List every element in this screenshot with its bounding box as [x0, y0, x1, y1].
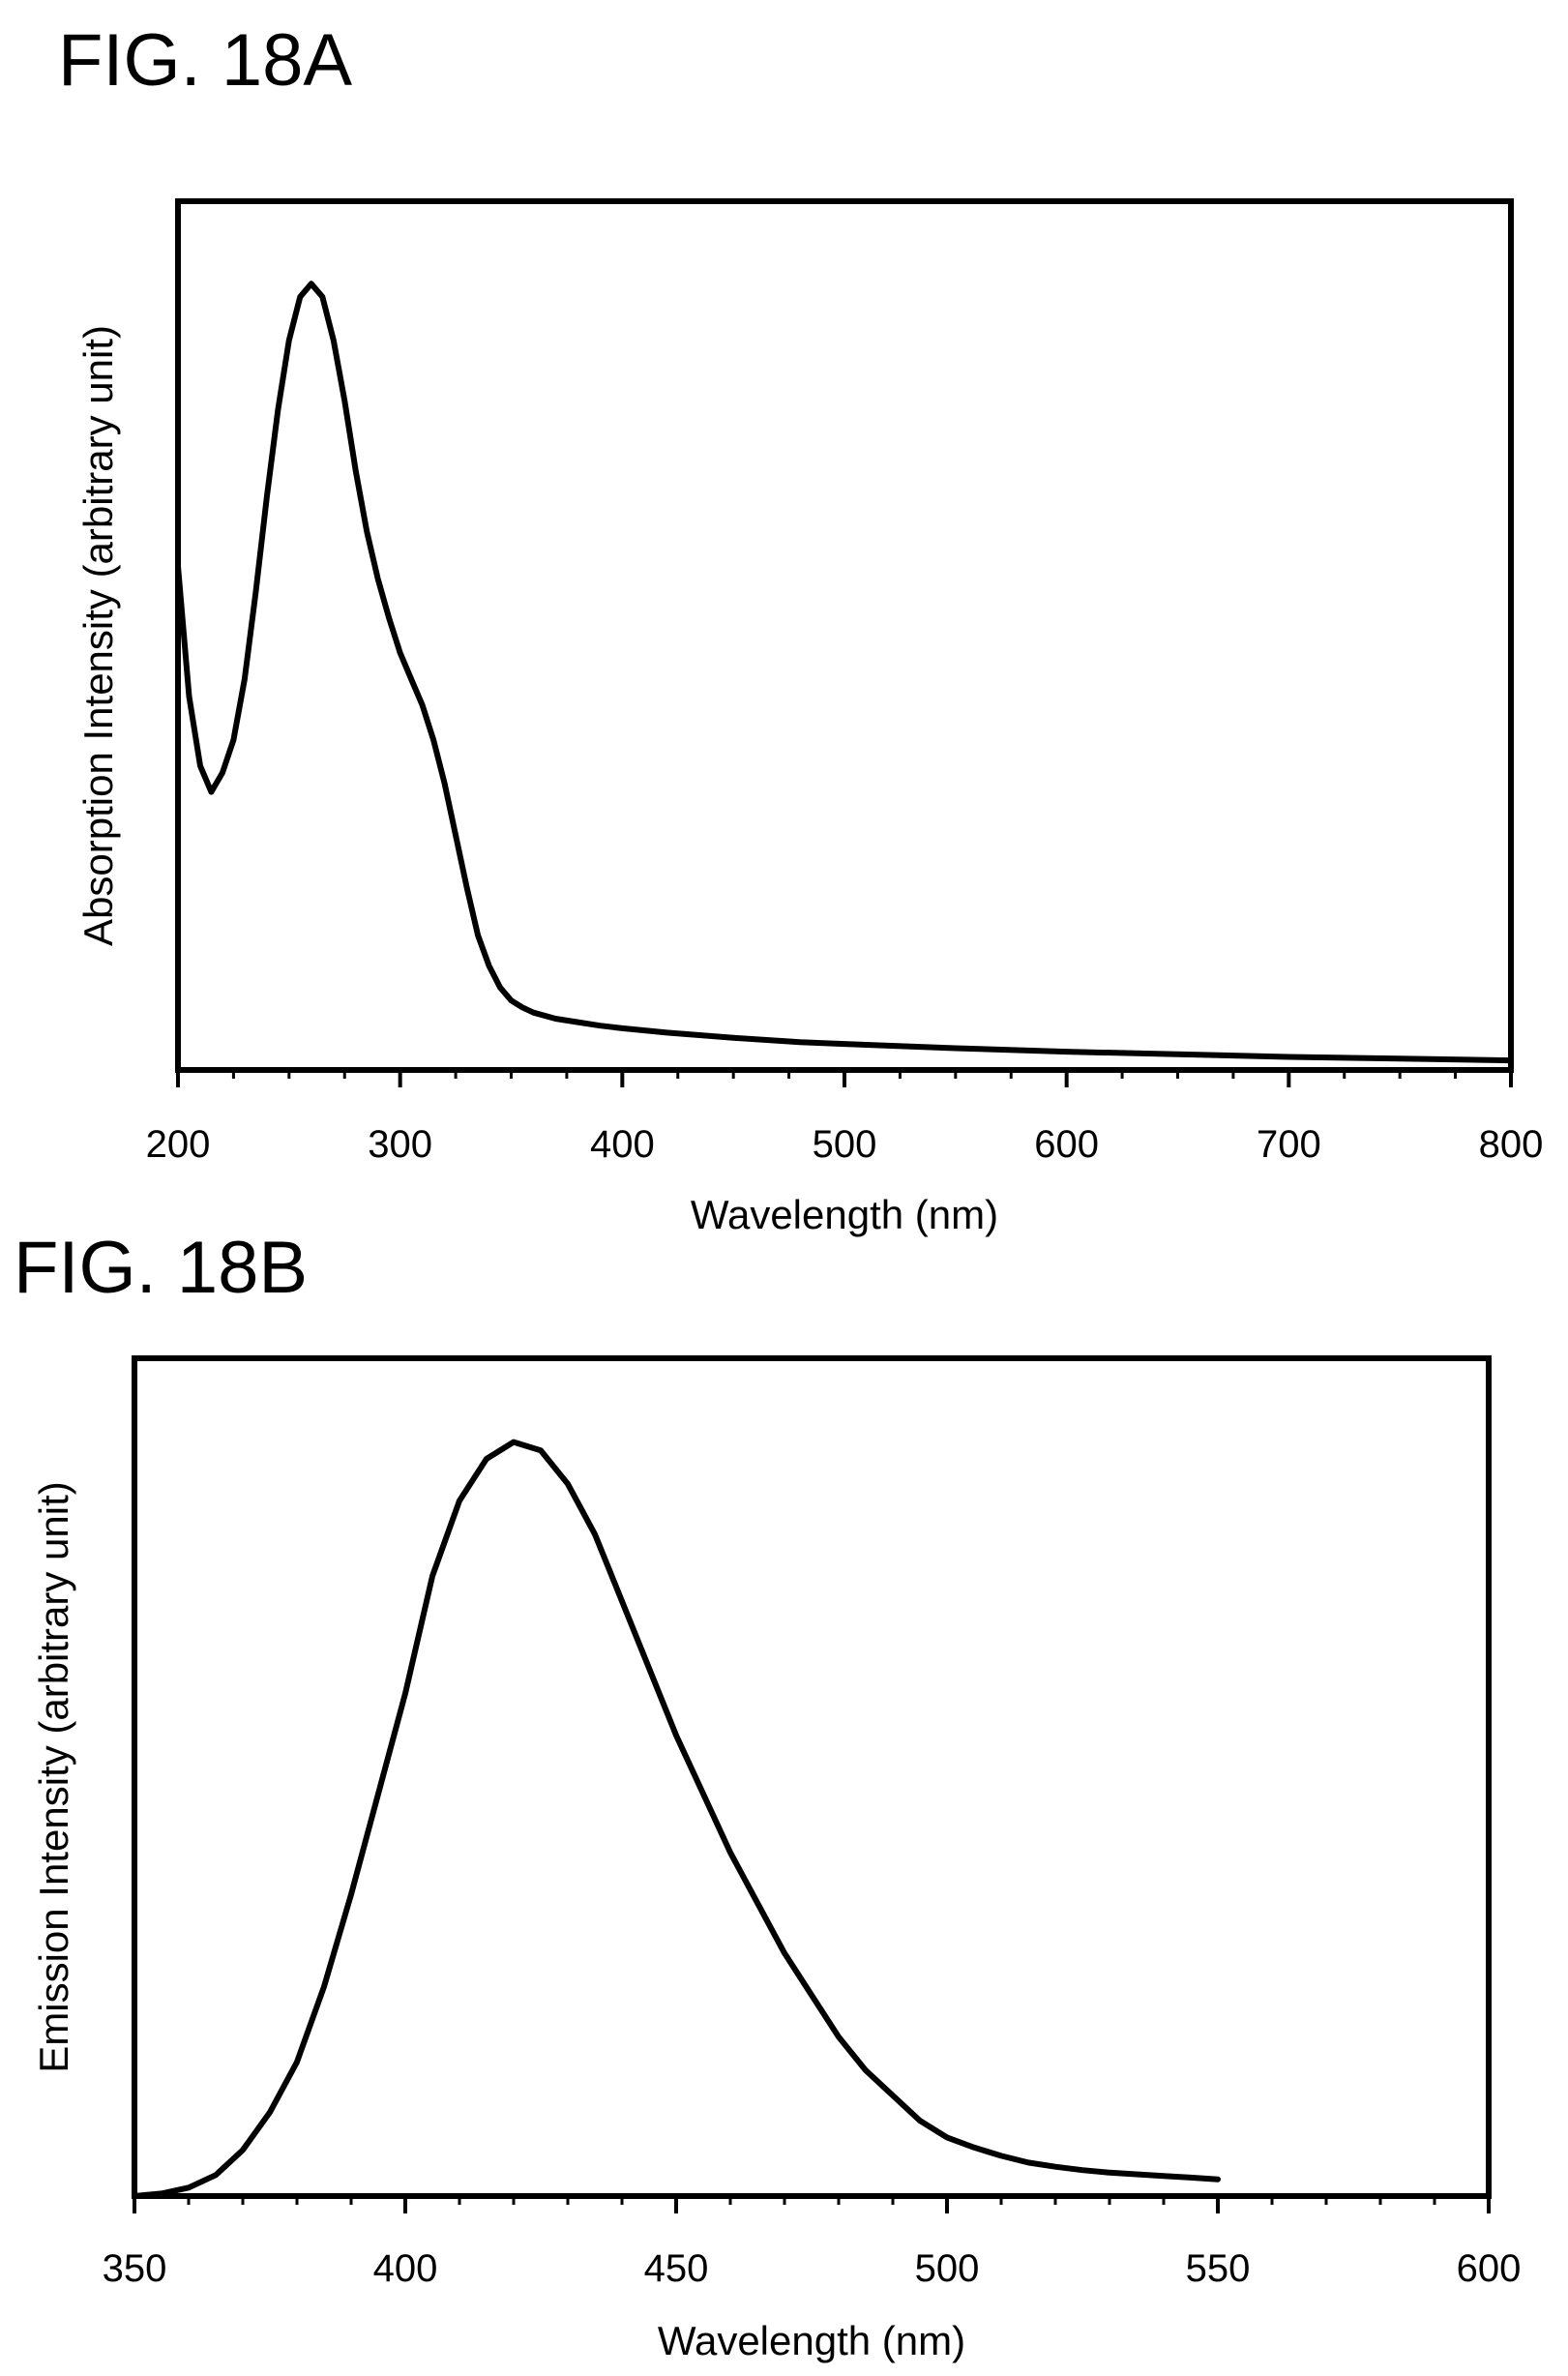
figure-label-18a: FIG. 18A: [58, 19, 352, 102]
x-tick-label-b: 600: [1457, 2247, 1522, 2290]
x-ticks-18a: [176, 1070, 1513, 1087]
x-tick-label-a: 800: [1479, 1123, 1544, 1166]
x-tick-label-b: 500: [915, 2247, 980, 2290]
x-tick-label-a: 500: [813, 1123, 877, 1166]
x-tick-label-a: 600: [1034, 1123, 1099, 1166]
x-tick-label-a: 200: [146, 1123, 211, 1166]
x-tick-label-b: 350: [103, 2247, 167, 2290]
panel-18b: FIG. 18B 350 400 450 500 550 600 Wavelength (…: [14, 1227, 1521, 2363]
absorption-spectrum-line: [175, 281, 1514, 1064]
x-axis-label-18a: Wavelength (nm): [691, 1192, 998, 1237]
figure-label-18b: FIG. 18B: [14, 1227, 308, 1309]
x-tick-label-b: 450: [644, 2247, 709, 2290]
plot-frame-18a: [175, 198, 1514, 1073]
y-axis-label-18b: Emission Intensity (arbitrary unit): [31, 1481, 76, 2073]
x-tick-label-a: 700: [1257, 1123, 1321, 1166]
emission-spectrum-line: [132, 1439, 1221, 2199]
x-tick-labels-18b: 350 400 450 500 550 600: [103, 2247, 1522, 2290]
x-tick-label-b: 550: [1186, 2247, 1251, 2290]
x-ticks-18b: [133, 2196, 1491, 2213]
x-tick-label-b: 400: [373, 2247, 438, 2290]
plot-frame-18b: [132, 1355, 1492, 2199]
x-tick-label-a: 400: [590, 1123, 655, 1166]
x-axis-label-18b: Wavelength (nm): [658, 2318, 965, 2363]
x-tick-label-a: 300: [368, 1123, 432, 1166]
panel-18a: FIG. 18A 200 300 400 500 600 700 800 Wavelengt…: [58, 19, 1543, 1237]
x-tick-labels-18a: 200 300 400 500 600 700 800: [146, 1123, 1544, 1166]
y-axis-label-18a: Absorption Intensity (arbitrary unit): [75, 325, 121, 946]
